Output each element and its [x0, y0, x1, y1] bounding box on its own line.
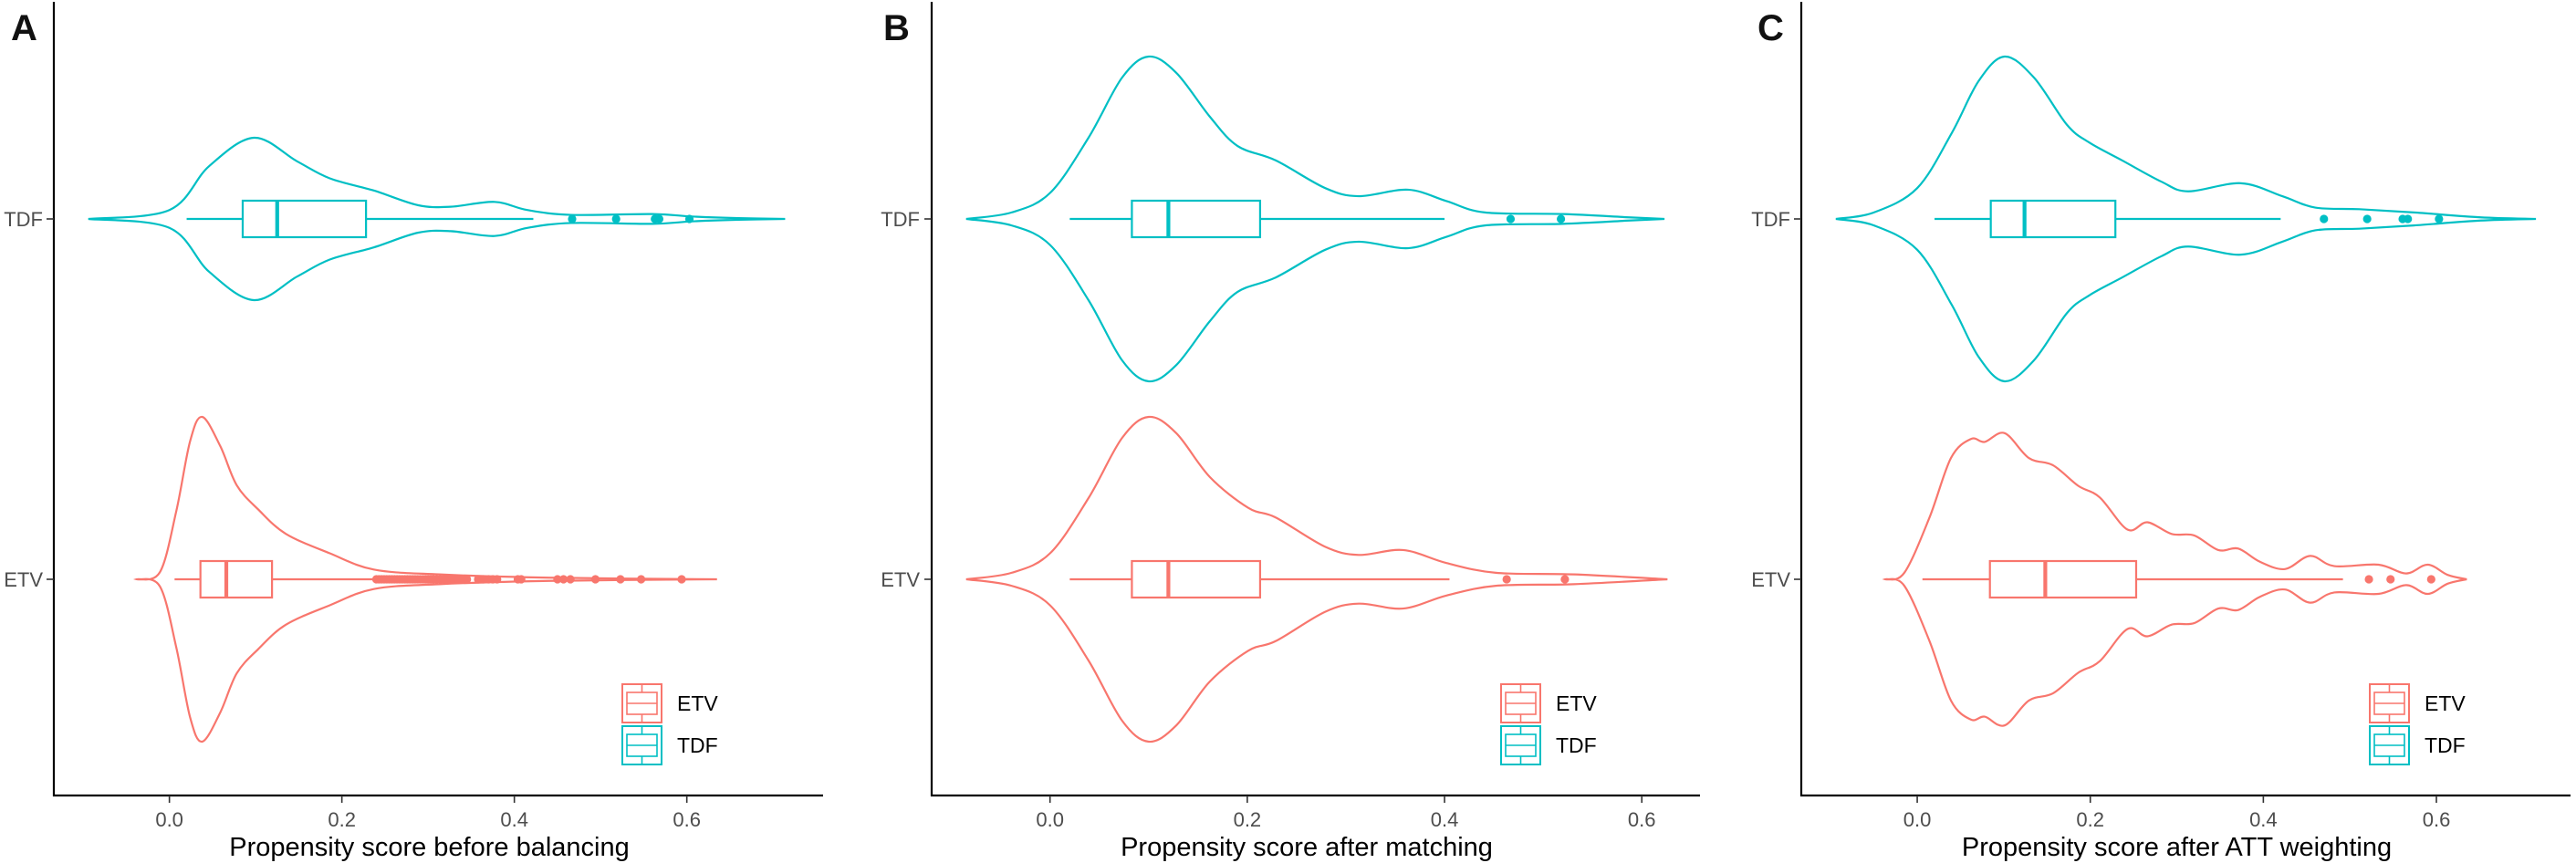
- panel-label: C: [1757, 8, 1784, 48]
- legend-label: ETV: [677, 691, 718, 715]
- group-tdf: [88, 136, 786, 302]
- group-tdf: [965, 55, 1665, 383]
- y-tick-label: TDF: [4, 208, 43, 231]
- legend: ETV TDF: [1500, 683, 1597, 765]
- legend-key-tdf: [621, 725, 662, 765]
- box-iqr: [1988, 559, 2138, 599]
- y-tick-label: TDF: [1751, 208, 1790, 231]
- outlier-point: [568, 214, 577, 224]
- outlier-point: [1506, 214, 1516, 224]
- outlier-point: [2364, 575, 2373, 584]
- group-tdf: [1835, 55, 2537, 383]
- outlier-point: [516, 575, 526, 584]
- violin-outline: [1835, 55, 2537, 383]
- legend: ETV TDF: [621, 683, 718, 765]
- outlier-point: [2320, 214, 2329, 224]
- violin-outline: [132, 415, 717, 743]
- y-tick-label: ETV: [881, 568, 920, 591]
- x-tick-label: 0.0: [155, 808, 183, 831]
- y-tick-label: ETV: [4, 568, 43, 591]
- x-axis-title: Propensity score after matching: [1121, 833, 1493, 862]
- legend-key-etv: [621, 683, 662, 723]
- outlier-point: [553, 575, 562, 584]
- legend-key-etv: [1500, 683, 1541, 723]
- outlier-point: [611, 214, 621, 224]
- outlier-point: [566, 575, 575, 584]
- violin-outline: [1882, 432, 2467, 727]
- x-tick-label: 0.4: [500, 808, 528, 831]
- panel-c: 0.0 0.2 0.4 0.6 TDF ETV Propensity score after…: [1751, 2, 2571, 862]
- panel-b: 0.0 0.2 0.4 0.6 TDF ETV Propensity score after…: [881, 2, 1700, 862]
- legend-key-tdf: [2369, 725, 2410, 765]
- outlier-point: [2426, 575, 2435, 584]
- outlier-point: [1502, 575, 1511, 584]
- x-tick-label: 0.0: [1036, 808, 1064, 831]
- x-tick-label: 0.6: [2423, 808, 2451, 831]
- box-iqr: [199, 559, 274, 599]
- x-tick-label: 0.2: [1234, 808, 1262, 831]
- outlier-point: [677, 575, 686, 584]
- legend-key-etv: [2369, 683, 2410, 723]
- violin-outline: [965, 55, 1665, 383]
- box-iqr: [241, 199, 368, 239]
- legend-key-tdf: [1500, 725, 1541, 765]
- legend-label: ETV: [1556, 691, 1597, 715]
- outlier-point: [684, 214, 694, 224]
- x-axis-title: Propensity score after ATT weighting: [1962, 833, 2392, 862]
- outlier-point: [493, 575, 502, 584]
- outlier-point: [2362, 214, 2372, 224]
- group-etv: [1882, 432, 2467, 727]
- panel-label: A: [11, 8, 37, 48]
- outlier-point: [616, 575, 625, 584]
- legend-label: ETV: [2425, 691, 2466, 715]
- outlier-point: [654, 214, 664, 224]
- box-iqr: [1131, 559, 1262, 599]
- y-tick-label: ETV: [1751, 568, 1790, 591]
- violin-outline: [965, 415, 1668, 743]
- outlier-point: [2386, 575, 2395, 584]
- panel-a: 0.0 0.2 0.4 0.6 TDF ETV Propensity score befor…: [4, 2, 823, 862]
- x-tick-label: 0.2: [2076, 808, 2104, 831]
- outlier-point: [463, 575, 472, 584]
- x-tick-label: 0.0: [1903, 808, 1932, 831]
- x-tick-label: 0.6: [1628, 808, 1656, 831]
- legend: ETV TDF: [2369, 683, 2466, 765]
- x-tick-label: 0.2: [328, 808, 356, 831]
- violin-outline: [88, 136, 786, 302]
- group-etv: [132, 415, 717, 743]
- outlier-point: [1560, 575, 1570, 584]
- x-tick-label: 0.4: [1431, 808, 1459, 831]
- outlier-point: [2404, 214, 2413, 224]
- box-iqr: [1131, 199, 1262, 239]
- legend-label: TDF: [1556, 733, 1597, 757]
- x-tick-label: 0.4: [2249, 808, 2278, 831]
- panel-label: B: [883, 8, 910, 48]
- outlier-point: [558, 575, 568, 584]
- x-axis-title: Propensity score before balancing: [229, 833, 629, 862]
- group-etv: [965, 415, 1668, 743]
- legend-label: TDF: [2425, 733, 2466, 757]
- y-tick-label: TDF: [881, 208, 920, 231]
- outlier-point: [590, 575, 600, 584]
- outlier-point: [636, 575, 646, 584]
- x-tick-label: 0.6: [673, 808, 701, 831]
- legend-label: TDF: [677, 733, 718, 757]
- box-iqr: [1989, 199, 2117, 239]
- outlier-point: [1556, 214, 1566, 224]
- outlier-point: [2435, 214, 2444, 224]
